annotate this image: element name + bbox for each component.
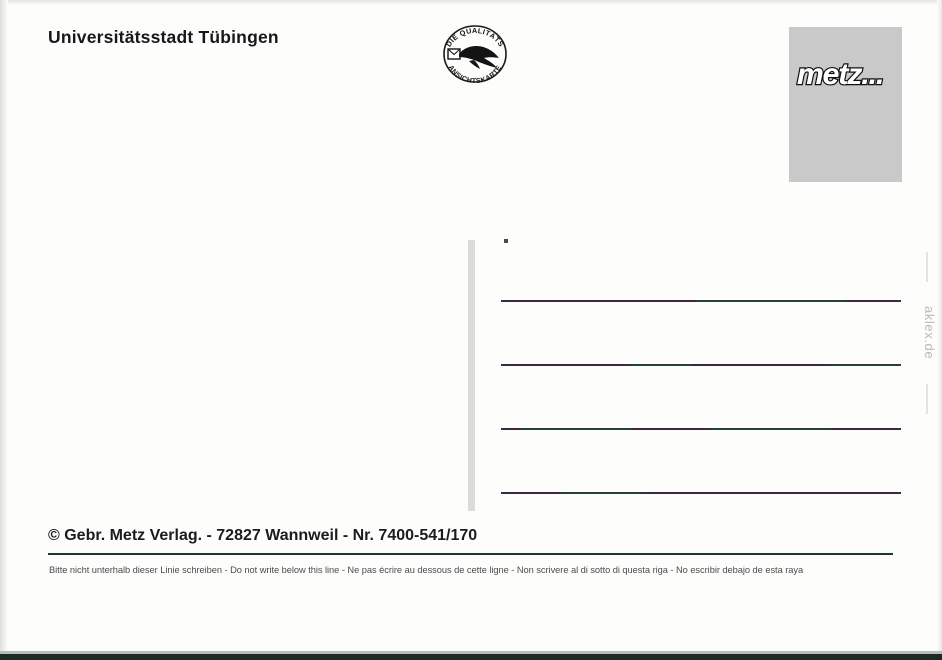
address-line — [501, 428, 901, 430]
page-title: Universitätsstadt Tübingen — [48, 27, 279, 47]
alignment-dot — [504, 239, 508, 243]
line-tint — [696, 300, 846, 302]
scan-edge-right — [937, 0, 942, 660]
scan-edge-bottom-inner — [0, 651, 942, 654]
stamp-placeholder-box — [789, 27, 902, 182]
svg-text:DIE QUALITÄTS: DIE QUALITÄTS — [444, 26, 506, 48]
metz-brand-logo: metz... metz... — [795, 54, 900, 96]
watermark-tick-top — [926, 252, 928, 282]
line-tint — [831, 364, 901, 366]
message-address-divider — [468, 240, 475, 511]
line-tint — [711, 428, 831, 430]
address-line — [501, 364, 901, 366]
address-line — [501, 300, 901, 302]
scan-edge-bottom — [0, 654, 942, 660]
svg-text:metz...: metz... — [797, 58, 883, 91]
footer-divider-rule — [48, 553, 893, 555]
address-line — [501, 492, 901, 494]
site-watermark: aklex.de — [922, 306, 937, 360]
svg-text:metz...: metz... — [797, 58, 883, 91]
svg-text:ANSICHTSKARTE: ANSICHTSKARTE — [447, 64, 504, 85]
line-tint — [521, 428, 631, 430]
line-tint — [561, 492, 641, 494]
line-tint — [631, 364, 691, 366]
scan-edge-top — [0, 0, 942, 5]
watermark-tick-bottom — [926, 384, 928, 414]
quality-dove-seal-icon: DIE QUALITÄTS ANSICHTSKARTE — [437, 23, 513, 85]
do-not-write-notice: Bitte nicht unterhalb dieser Linie schre… — [49, 565, 804, 575]
scan-edge-left — [0, 0, 8, 660]
copyright-text: © Gebr. Metz Verlag. - 72827 Wannweil - … — [48, 527, 478, 544]
